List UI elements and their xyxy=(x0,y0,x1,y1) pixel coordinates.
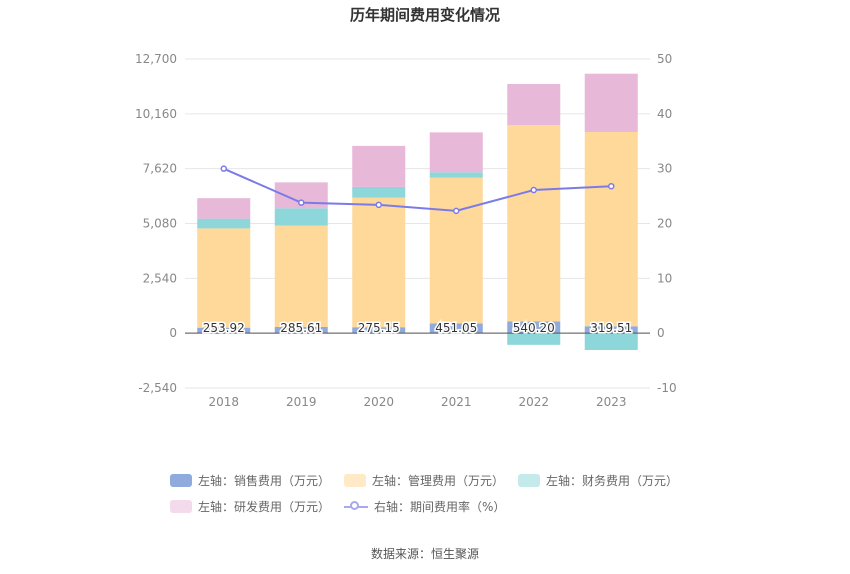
legend-item-finance[interactable]: 左轴：财务费用（万元） xyxy=(518,472,678,489)
chart-title: 历年期间费用变化情况 xyxy=(349,6,500,24)
rate-point xyxy=(375,201,382,209)
data-source: 数据来源：恒生聚源 xyxy=(370,547,479,561)
right-tick-label: 10 xyxy=(657,271,672,285)
right-tick-label: -10 xyxy=(657,381,677,395)
left-tick-label: 10,160 xyxy=(135,107,177,121)
legend-item-admin[interactable]: 左轴：管理费用（万元） xyxy=(344,472,504,489)
bar-data-labels: 253.92 285.61 275.15 451.05 540.20 319.51 xyxy=(201,320,634,337)
left-tick-label: 2,540 xyxy=(143,271,177,285)
bar-finance xyxy=(507,333,561,345)
bar-finance xyxy=(429,172,483,178)
bar-admin xyxy=(584,131,638,327)
right-tick-label: 30 xyxy=(657,162,672,176)
legend: 左轴：销售费用（万元） 左轴：管理费用（万元） 左轴：财务费用（万元） 左轴：研… xyxy=(170,472,690,524)
rate-point xyxy=(453,207,460,215)
x-tick-label: 2021 xyxy=(441,395,472,409)
bar-data-label: 253.92 xyxy=(203,321,245,335)
right-axis-ticks: 50 40 30 20 10 0 -10 xyxy=(657,52,677,395)
legend-item-rd[interactable]: 左轴：研发费用（万元） xyxy=(170,498,330,515)
rate-line-series xyxy=(220,165,615,215)
bar-series xyxy=(197,73,638,351)
bar-sales xyxy=(429,323,483,334)
x-tick-label: 2019 xyxy=(286,395,317,409)
x-tick-label: 2023 xyxy=(596,395,627,409)
x-tick-label: 2018 xyxy=(208,395,239,409)
bar-admin xyxy=(429,177,483,324)
left-tick-label: 0 xyxy=(169,326,177,340)
bar-rd xyxy=(429,132,483,173)
bar-sales xyxy=(507,321,561,334)
legend-swatch-rate xyxy=(344,500,369,513)
bar-sales xyxy=(274,327,328,334)
grid-lines xyxy=(185,58,650,389)
legend-swatch-admin xyxy=(344,474,367,487)
right-tick-label: 50 xyxy=(657,52,672,66)
legend-item-rate[interactable]: 右轴：期间费用率（%） xyxy=(344,498,505,515)
legend-label-finance: 左轴：财务费用（万元） xyxy=(546,474,679,488)
bar-data-label: 275.15 xyxy=(358,321,400,335)
bar-finance xyxy=(197,218,251,229)
legend-label-rd: 左轴：研发费用（万元） xyxy=(198,500,331,514)
rate-point xyxy=(298,199,305,206)
rate-point xyxy=(608,182,615,190)
bar-admin xyxy=(197,228,251,328)
bar-sales xyxy=(352,327,406,334)
left-tick-label: 12,700 xyxy=(135,52,177,66)
legend-label-admin: 左轴：管理费用（万元） xyxy=(372,474,505,488)
bar-data-label: 451.05 xyxy=(435,321,477,335)
bar-finance xyxy=(352,186,406,198)
rate-point xyxy=(220,165,227,172)
bar-finance xyxy=(274,208,328,226)
left-tick-label: 7,620 xyxy=(143,162,177,176)
bar-data-label: 540.20 xyxy=(513,321,555,335)
bar-sales xyxy=(197,327,251,334)
legend-label-rate: 右轴：期间费用率（%） xyxy=(374,500,506,514)
bar-finance xyxy=(584,333,638,351)
bar-rd xyxy=(197,198,251,219)
x-tick-label: 2020 xyxy=(363,395,394,409)
x-tick-label: 2022 xyxy=(518,395,549,409)
left-tick-label: -2,540 xyxy=(138,381,177,395)
right-tick-label: 20 xyxy=(657,217,672,231)
right-tick-label: 0 xyxy=(657,326,665,340)
bar-data-label: 285.61 xyxy=(280,321,322,335)
rate-line xyxy=(223,167,612,212)
left-tick-label: 5,080 xyxy=(143,217,177,231)
legend-label-sales: 左轴：销售费用（万元） xyxy=(198,474,331,488)
legend-swatch-finance xyxy=(518,474,541,487)
x-axis-ticks: 2018 2019 2020 2021 2022 2023 xyxy=(208,395,626,409)
bar-rd xyxy=(352,145,406,187)
rate-point xyxy=(530,186,537,194)
left-axis-ticks: 12,700 10,160 7,620 5,080 2,540 0 -2,540 xyxy=(135,52,177,395)
bar-sales xyxy=(584,326,638,334)
legend-swatch-rd xyxy=(170,500,192,513)
right-tick-label: 40 xyxy=(657,107,672,121)
bar-rd xyxy=(507,84,561,126)
legend-swatch-sales xyxy=(170,474,192,487)
bar-admin xyxy=(274,225,328,328)
bar-data-label: 319.51 xyxy=(590,321,632,335)
bar-rd xyxy=(584,73,638,132)
legend-item-sales[interactable]: 左轴：销售费用（万元） xyxy=(170,472,330,489)
bar-admin xyxy=(352,197,406,328)
bar-admin xyxy=(507,125,561,322)
